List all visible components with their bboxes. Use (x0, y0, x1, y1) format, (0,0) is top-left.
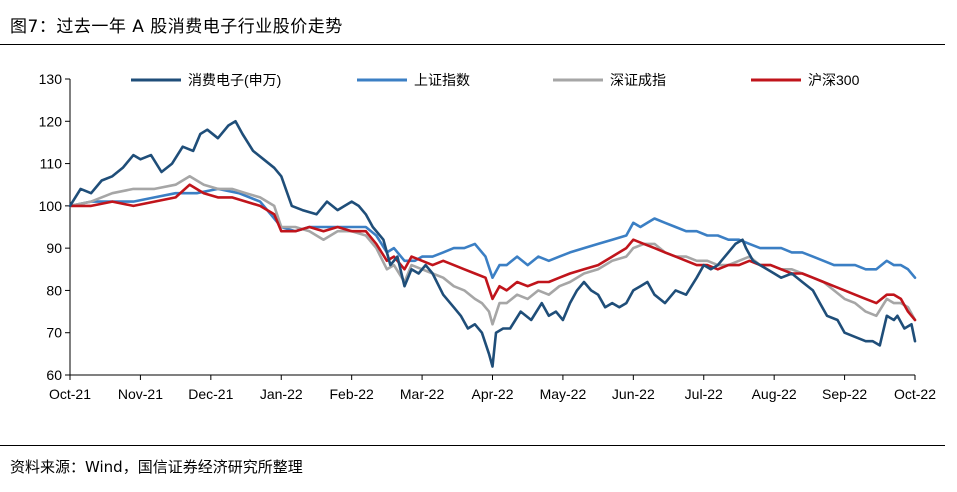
y-tick-label-60: 60 (46, 367, 62, 383)
y-tick-label-80: 80 (46, 282, 62, 298)
series-line-1 (68, 187, 917, 279)
chart-title: 图7：过去一年 A 股消费电子行业股价走势 (10, 17, 343, 37)
chart-legend: 消费电子(申万) 上证指数 深证成指 沪深300 (131, 72, 860, 88)
legend-label-2: 深证成指 (610, 72, 666, 88)
x-tick-label-Jun-22: Jun-22 (612, 386, 655, 402)
x-tick-label-Nov-21: Nov-21 (118, 386, 163, 402)
source-rule (0, 445, 945, 446)
x-tick-label-May-22: May-22 (540, 386, 587, 402)
source-note: 资料来源：Wind，国信证券经济研究所整理 (10, 458, 303, 476)
y-tick-label-110: 110 (40, 156, 63, 172)
legend-label-1: 上证指数 (414, 72, 470, 88)
x-tick-label-Dec-21: Dec-21 (188, 386, 233, 402)
y-tick-label-120: 120 (39, 113, 63, 129)
series-line-0 (68, 120, 917, 368)
series-line-3 (68, 183, 917, 322)
y-tick-label-90: 90 (46, 240, 62, 256)
x-tick-label-Jan-22: Jan-22 (260, 386, 303, 402)
y-tick-label-100: 100 (39, 198, 63, 214)
legend-label-3: 沪深300 (808, 72, 860, 88)
x-tick-label-Jul-22: Jul-22 (685, 386, 723, 402)
legend-label-0: 消费电子(申万) (188, 72, 281, 88)
x-tick-label-Aug-22: Aug-22 (752, 386, 797, 402)
y-tick-label-70: 70 (46, 325, 62, 341)
series-line-2 (68, 175, 917, 326)
title-rule (0, 44, 945, 45)
x-tick-label-Apr-22: Apr-22 (471, 386, 513, 402)
chart-axes: 60 70 80 90 100 110 120 130 Oct-21 Nov-21 Dec-21 Ja… (39, 71, 937, 402)
x-tick-label-Sep-22: Sep-22 (822, 386, 867, 402)
y-tick-label-130: 130 (39, 71, 63, 87)
chart-lines (68, 120, 917, 368)
x-tick-label-Oct-21: Oct-21 (49, 386, 91, 402)
x-tick-label-Mar-22: Mar-22 (400, 386, 445, 402)
x-tick-label-Feb-22: Feb-22 (329, 386, 374, 402)
x-tick-label-Oct-22: Oct-22 (894, 386, 936, 402)
